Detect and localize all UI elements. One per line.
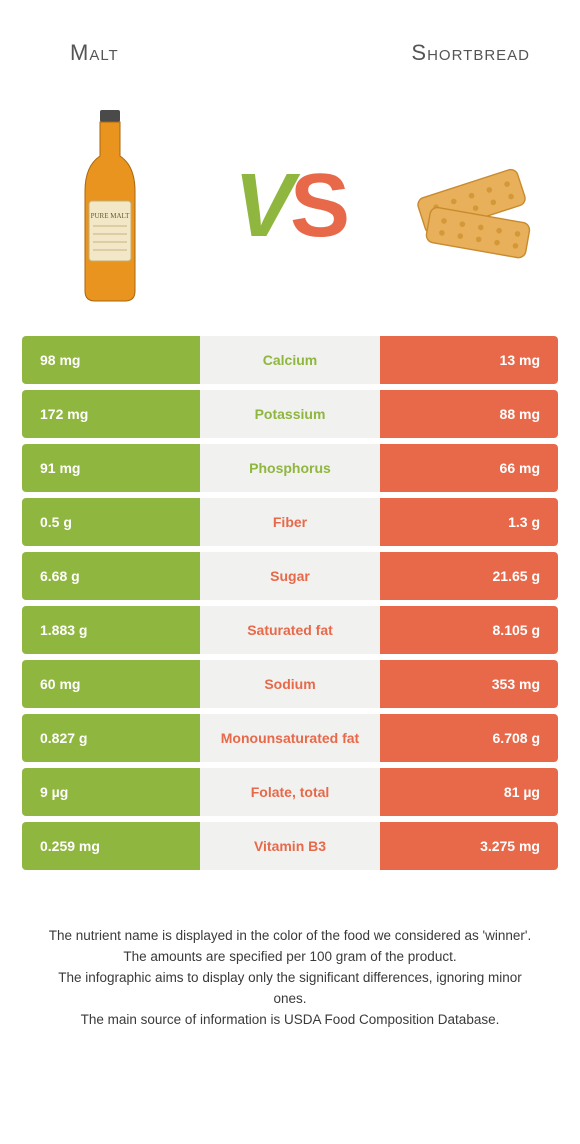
right-value: 13 mg <box>380 336 558 384</box>
nutrient-name: Vitamin B3 <box>200 822 380 870</box>
left-value: 172 mg <box>22 390 200 438</box>
nutrient-name: Monounsaturated fat <box>200 714 380 762</box>
right-value: 21.65 g <box>380 552 558 600</box>
footer-line: The amounts are specified per 100 gram o… <box>40 947 540 968</box>
nutrient-name: Folate, total <box>200 768 380 816</box>
shortbread-icon <box>400 136 540 276</box>
right-food-title: Shortbread <box>411 40 530 66</box>
table-row: 1.883 gSaturated fat8.105 g <box>22 606 558 654</box>
table-row: 91 mgPhosphorus66 mg <box>22 444 558 492</box>
nutrient-name: Sugar <box>200 552 380 600</box>
left-value: 0.827 g <box>22 714 200 762</box>
left-value: 60 mg <box>22 660 200 708</box>
left-value: 91 mg <box>22 444 200 492</box>
comparison-table: 98 mgCalcium13 mg 172 mgPotassium88 mg 91 … <box>0 336 580 870</box>
malt-bottle-icon: PURE MALT <box>65 106 155 306</box>
right-value: 81 µg <box>380 768 558 816</box>
hero-row: PURE MALT VS <box>0 86 580 336</box>
footer-line: The nutrient name is displayed in the co… <box>40 926 540 947</box>
right-value: 66 mg <box>380 444 558 492</box>
vs-v: V <box>234 156 290 256</box>
table-row: 98 mgCalcium13 mg <box>22 336 558 384</box>
right-food-image <box>400 106 540 306</box>
left-value: 6.68 g <box>22 552 200 600</box>
footer-notes: The nutrient name is displayed in the co… <box>0 876 580 1031</box>
left-value: 9 µg <box>22 768 200 816</box>
vs-s: S <box>290 156 346 256</box>
table-row: 9 µgFolate, total81 µg <box>22 768 558 816</box>
right-value: 353 mg <box>380 660 558 708</box>
footer-line: The main source of information is USDA F… <box>40 1010 540 1031</box>
left-food-image: PURE MALT <box>40 106 180 306</box>
nutrient-name: Fiber <box>200 498 380 546</box>
table-row: 0.5 gFiber1.3 g <box>22 498 558 546</box>
table-row: 0.827 gMonounsaturated fat6.708 g <box>22 714 558 762</box>
nutrient-name: Saturated fat <box>200 606 380 654</box>
nutrient-name: Phosphorus <box>200 444 380 492</box>
right-value: 88 mg <box>380 390 558 438</box>
table-row: 60 mgSodium353 mg <box>22 660 558 708</box>
vs-label: VS <box>234 161 346 251</box>
left-food-title: Malt <box>70 40 119 66</box>
nutrient-name: Potassium <box>200 390 380 438</box>
footer-line: The infographic aims to display only the… <box>40 968 540 1010</box>
header: Malt Shortbread <box>0 0 580 86</box>
right-value: 3.275 mg <box>380 822 558 870</box>
nutrient-name: Sodium <box>200 660 380 708</box>
table-row: 6.68 gSugar21.65 g <box>22 552 558 600</box>
left-value: 0.259 mg <box>22 822 200 870</box>
right-value: 1.3 g <box>380 498 558 546</box>
left-value: 0.5 g <box>22 498 200 546</box>
left-value: 98 mg <box>22 336 200 384</box>
right-value: 6.708 g <box>380 714 558 762</box>
table-row: 172 mgPotassium88 mg <box>22 390 558 438</box>
right-value: 8.105 g <box>380 606 558 654</box>
nutrient-name: Calcium <box>200 336 380 384</box>
svg-text:PURE MALT: PURE MALT <box>91 212 131 220</box>
table-row: 0.259 mgVitamin B33.275 mg <box>22 822 558 870</box>
left-value: 1.883 g <box>22 606 200 654</box>
